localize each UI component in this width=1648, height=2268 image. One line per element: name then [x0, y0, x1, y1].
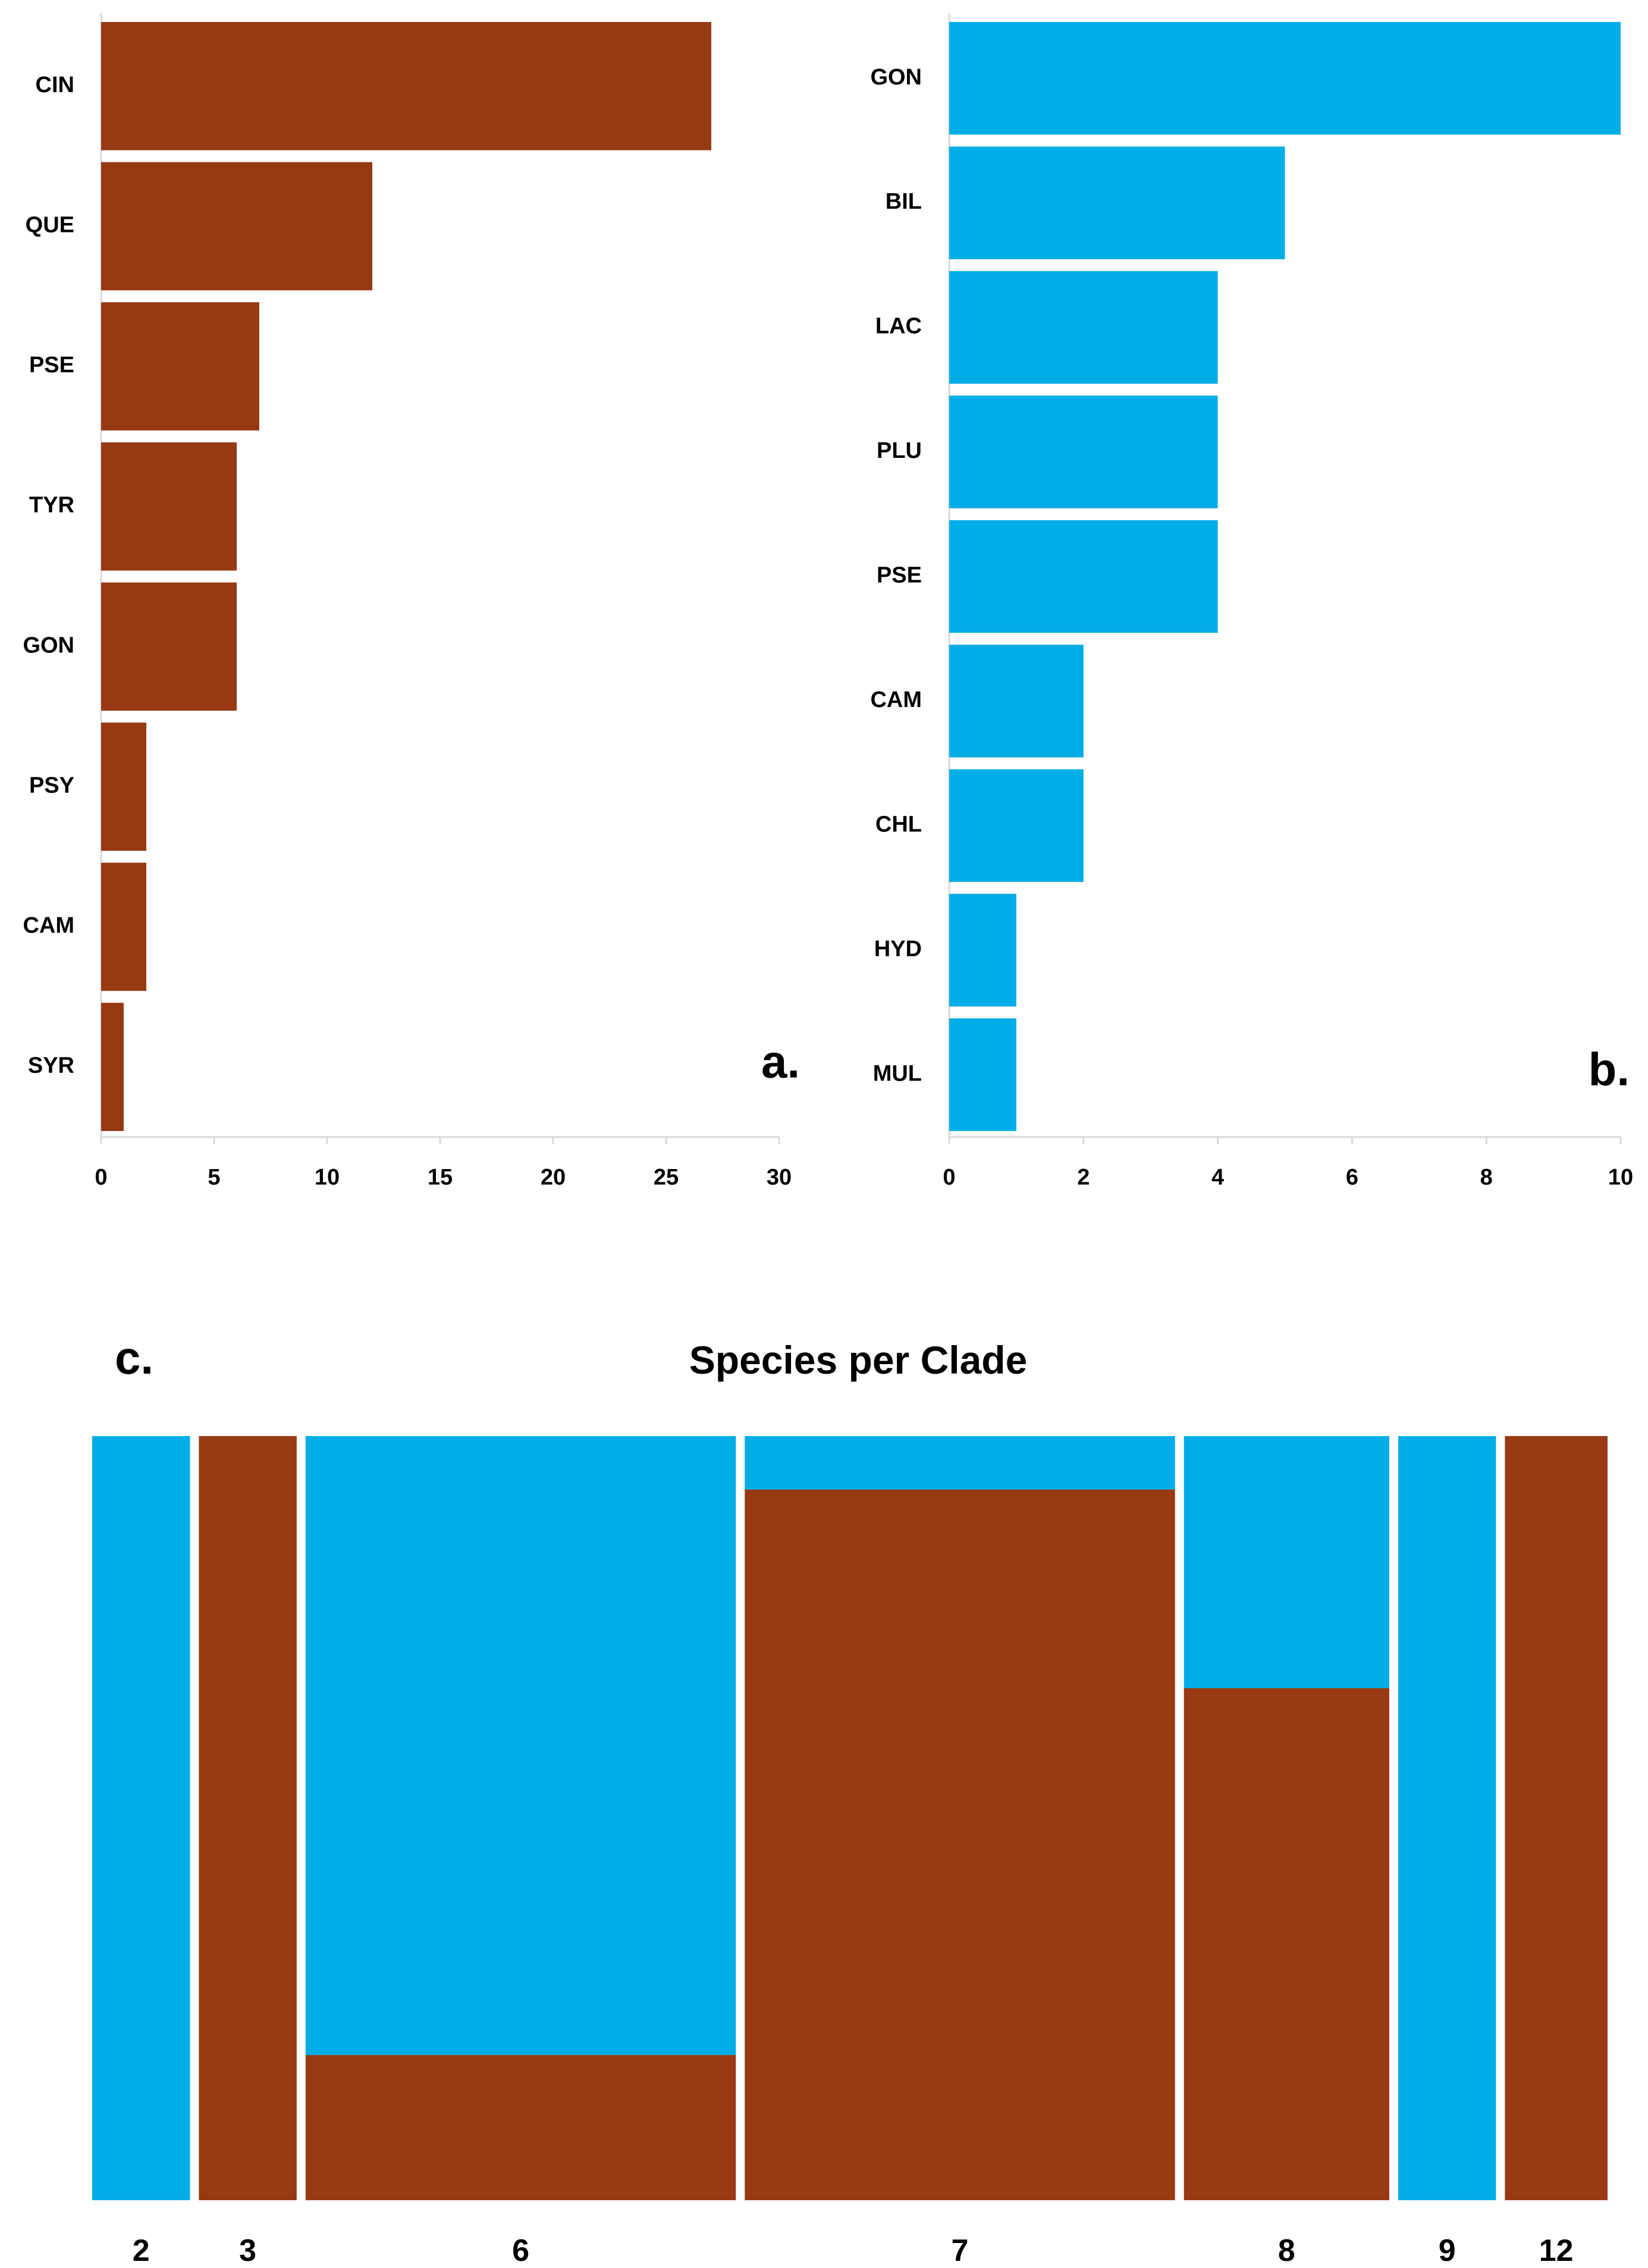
- c-segment-blue-6: [305, 1436, 736, 2055]
- b-bar-plu: [949, 395, 1218, 508]
- a-x-tick-label: 5: [208, 1165, 220, 1190]
- panel-b-chart: GON BIL LAC PLU PSE CAM CHL HYD MUL 0 2 4 6 8 10 b.: [870, 13, 1633, 1190]
- c-segment-blue-9: [1398, 1436, 1496, 2200]
- a-bar-syr: [101, 1003, 124, 1131]
- c-segment-blue-2: [92, 1436, 190, 2200]
- b-bar-cam: [949, 645, 1084, 758]
- c-segment-blue-8: [1184, 1436, 1389, 1689]
- a-category-label: SYR: [28, 1053, 74, 1078]
- c-category-label: 7: [952, 2234, 969, 2268]
- a-panel-letter: a.: [761, 1035, 800, 1088]
- b-bar-bil: [949, 146, 1285, 259]
- b-category-label: PSE: [877, 563, 922, 588]
- a-x-tick-label: 25: [654, 1165, 679, 1190]
- b-panel-letter: b.: [1589, 1043, 1630, 1095]
- b-x-tick-label: 0: [943, 1165, 955, 1190]
- b-category-label: GON: [870, 65, 922, 90]
- panel-a-chart: CIN QUE PSE TYR GON PSY CAM SYR 0 5 10 15 20 25 30 a.: [23, 13, 800, 1190]
- a-category-label: QUE: [26, 212, 74, 237]
- a-x-tick-label: 30: [767, 1165, 792, 1190]
- a-x-tick-label: 15: [428, 1165, 453, 1190]
- panel-c-mosaic: 2 3 6 7 8 9 12 Species per Clade c.: [92, 1331, 1608, 2268]
- b-bar-mul: [949, 1018, 1016, 1131]
- b-bar-pse: [949, 520, 1218, 633]
- b-category-label: MUL: [873, 1061, 922, 1086]
- b-category-label: CHL: [875, 812, 922, 837]
- a-category-label: TYR: [29, 493, 74, 518]
- c-panel-letter: c.: [115, 1331, 153, 1384]
- c-segment-blue-7: [745, 1436, 1175, 1490]
- c-segment-brown-12: [1505, 1436, 1608, 2200]
- b-bar-lac: [949, 271, 1218, 384]
- c-category-label: 9: [1439, 2234, 1456, 2268]
- b-x-tick-label: 6: [1346, 1165, 1358, 1190]
- b-category-label: PLU: [877, 438, 922, 463]
- b-bar-chl: [949, 769, 1084, 882]
- c-category-label: 6: [512, 2234, 529, 2268]
- c-segment-brown-6: [305, 2055, 736, 2200]
- c-segment-brown-8: [1184, 1688, 1389, 2200]
- a-bar-cin: [101, 22, 711, 150]
- a-x-tick-label: 0: [95, 1165, 107, 1190]
- c-segment-brown-3: [199, 1436, 297, 2200]
- a-bar-cam: [101, 862, 146, 991]
- c-segment-brown-7: [745, 1489, 1175, 2200]
- b-category-label: LAC: [875, 314, 922, 339]
- b-bar-hyd: [949, 894, 1016, 1007]
- b-category-label: CAM: [870, 687, 922, 712]
- a-bar-que: [101, 162, 372, 291]
- c-category-label: 3: [239, 2234, 256, 2268]
- a-bar-psy: [101, 723, 146, 851]
- c-category-label: 12: [1539, 2234, 1574, 2268]
- b-bar-gon: [949, 22, 1621, 135]
- a-x-tick-label: 20: [541, 1165, 566, 1190]
- a-category-label: PSY: [29, 773, 74, 798]
- b-x-tick-label: 4: [1211, 1165, 1224, 1190]
- b-x-tick-label: 2: [1077, 1165, 1090, 1190]
- c-title: Species per Clade: [689, 1338, 1028, 1382]
- a-bar-tyr: [101, 442, 237, 571]
- a-category-label: CIN: [36, 73, 74, 98]
- a-category-label: GON: [23, 633, 74, 658]
- a-bar-gon: [101, 582, 237, 711]
- b-category-label: BIL: [886, 189, 922, 214]
- c-category-label: 8: [1278, 2234, 1295, 2268]
- a-x-tick-label: 10: [315, 1165, 340, 1190]
- b-category-label: HYD: [874, 937, 922, 962]
- a-category-label: CAM: [23, 913, 74, 938]
- a-bar-pse: [101, 302, 259, 431]
- a-category-label: PSE: [29, 353, 74, 378]
- c-category-label: 2: [133, 2234, 150, 2268]
- b-x-tick-label: 8: [1480, 1165, 1493, 1190]
- b-x-tick-label: 10: [1608, 1165, 1633, 1190]
